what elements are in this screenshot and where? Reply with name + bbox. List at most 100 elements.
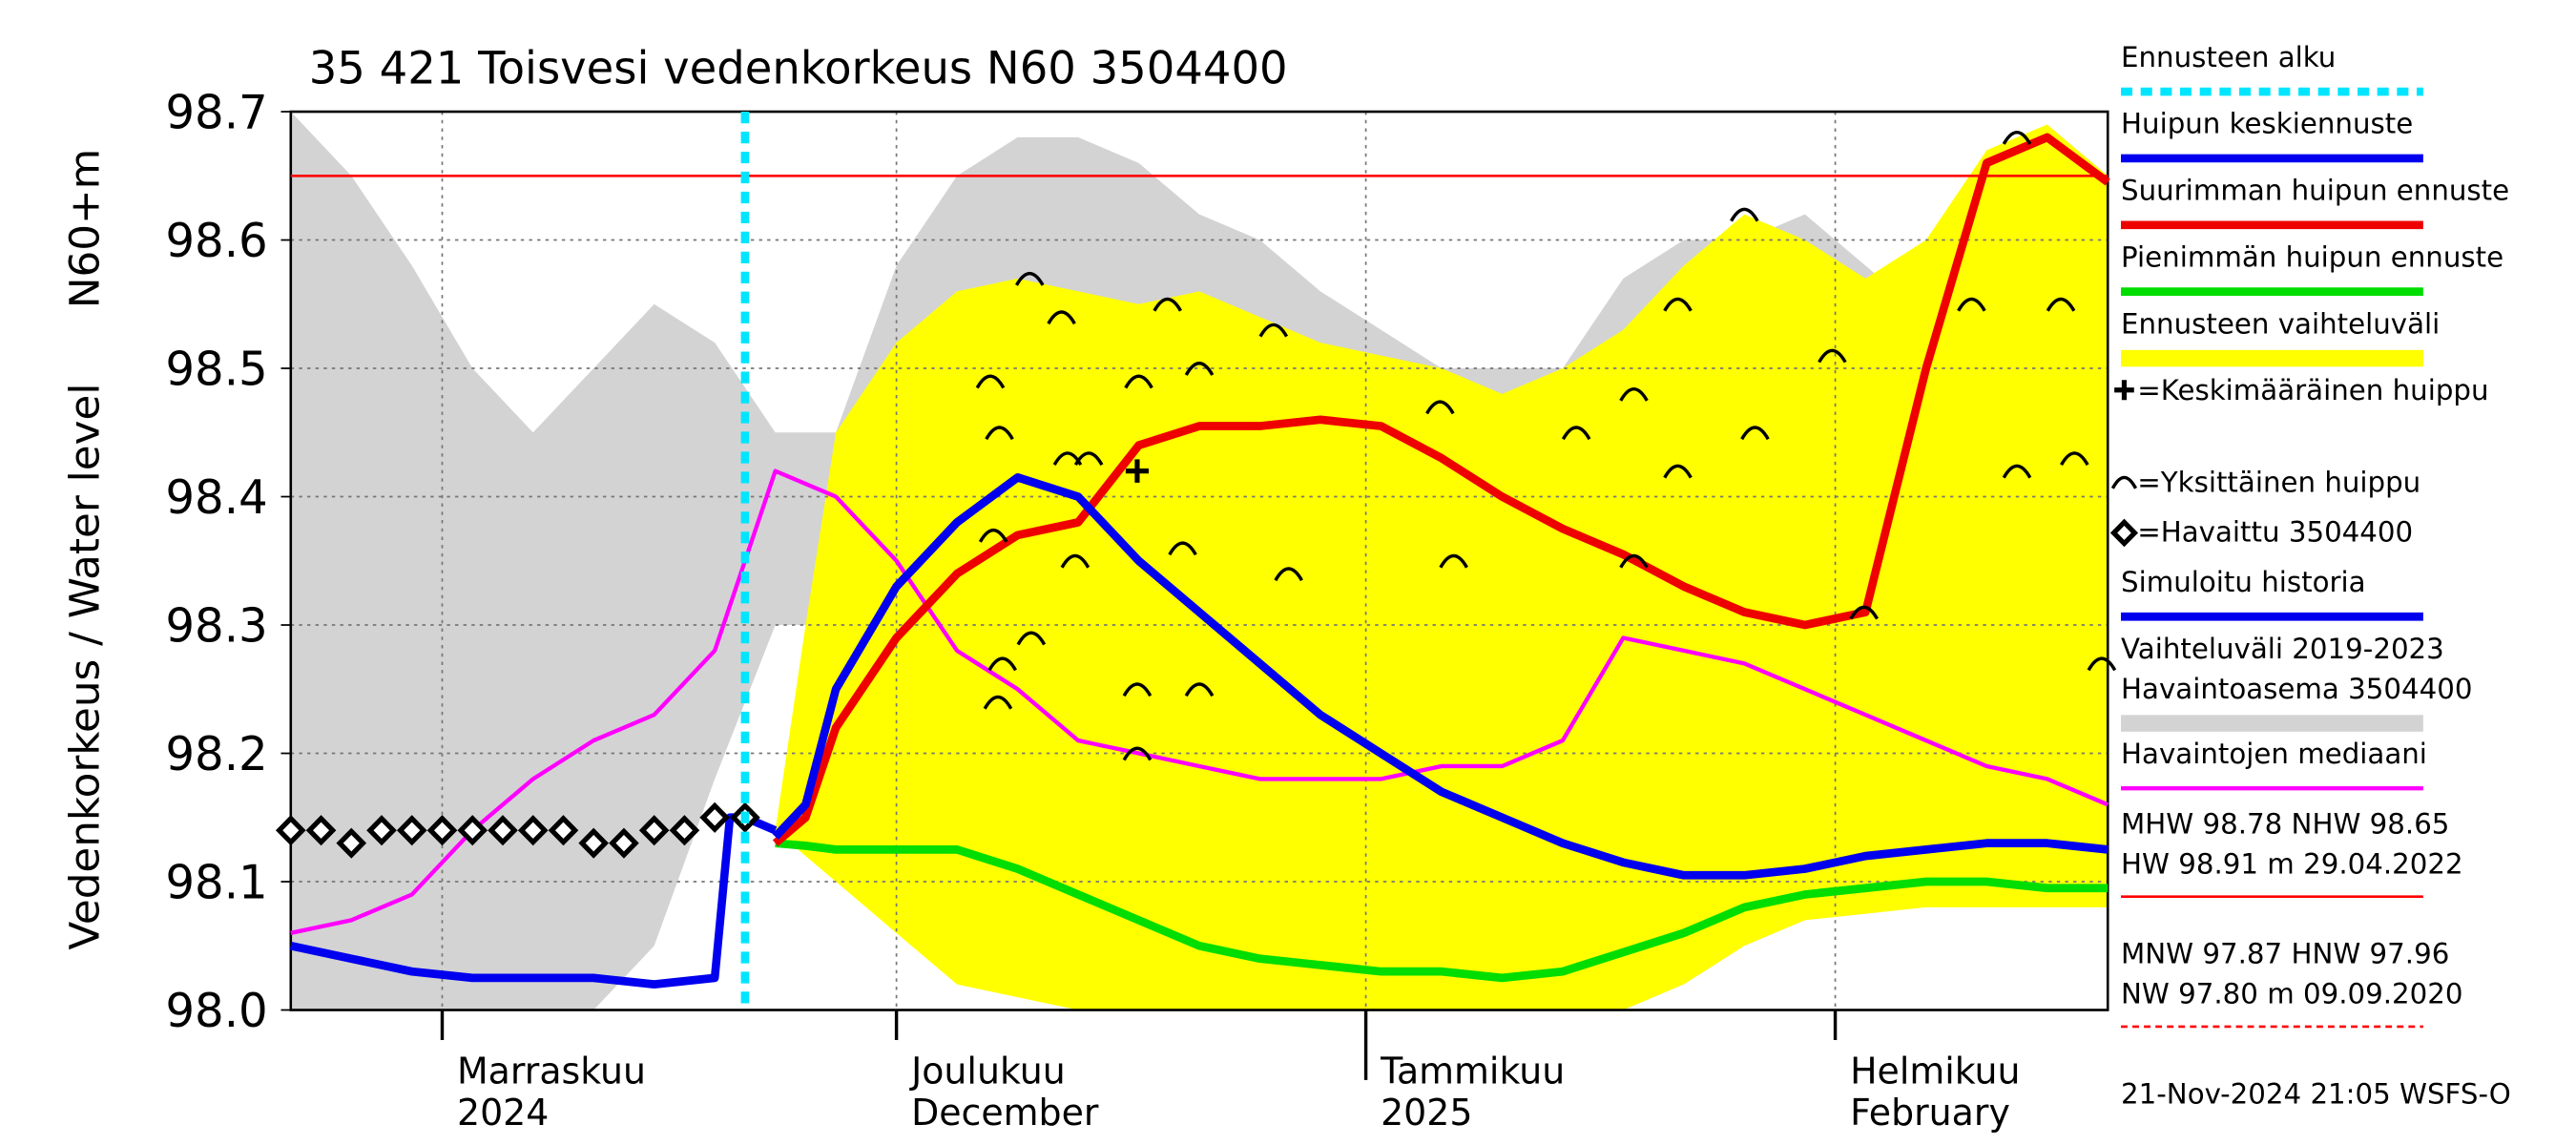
- legend-label: =Yksittäinen huippu: [2137, 466, 2420, 498]
- x-tick-label: Marraskuu: [457, 1050, 646, 1092]
- y-tick-label: 98.3: [165, 599, 267, 653]
- y-tick-label: 98.4: [165, 471, 267, 525]
- peak-marker: [983, 695, 1013, 710]
- observed-marker: [548, 815, 579, 846]
- stat-label: MHW 98.78 NHW 98.65: [2121, 807, 2449, 840]
- y-tick-label: 98.1: [165, 856, 267, 909]
- mean-peak-marker: [1125, 459, 1150, 483]
- y-tick-label: 98.2: [165, 728, 267, 781]
- observed-marker: [699, 802, 730, 833]
- peak-marker: [1124, 374, 1153, 389]
- observed-marker: [578, 827, 610, 859]
- peak-marker: [1425, 400, 1455, 415]
- x-tick-label: February: [1850, 1092, 2010, 1134]
- legend-label: Havaintoasema 3504400: [2121, 673, 2472, 705]
- peak-marker: [2087, 656, 2117, 672]
- peak-marker: [985, 426, 1014, 441]
- x-tick-label: Joulukuu: [909, 1050, 1066, 1092]
- chart-title: 35 421 Toisvesi vedenkorkeus N60 3504400: [309, 43, 1288, 94]
- legend-label: Suurimman huipun ennuste: [2121, 174, 2509, 206]
- observed-marker: [488, 815, 518, 846]
- stat-label: MNW 97.87 HNW 97.96: [2121, 937, 2449, 969]
- x-tick-label: 2024: [457, 1092, 549, 1134]
- peak-marker: [2002, 464, 2032, 479]
- series-line: [772, 133, 2110, 847]
- legend-label: Pienimmän huipun ennuste: [2121, 240, 2503, 273]
- y-tick-label: 98.0: [165, 985, 267, 1038]
- legend-symbol: [2121, 715, 2423, 732]
- series-line: [290, 468, 2109, 935]
- peak-marker: [1740, 426, 1770, 441]
- peak-marker: [1184, 682, 1215, 697]
- peak-marker: [1168, 541, 1197, 556]
- legend-label: Huipun keskiennuste: [2121, 108, 2413, 140]
- observed-marker: [396, 815, 427, 846]
- peak-marker: [1818, 348, 1847, 364]
- observed-marker: [669, 815, 700, 846]
- observed-marker: [305, 815, 337, 846]
- legend-symbol: [2110, 475, 2138, 489]
- observed-marker: [517, 815, 549, 846]
- legend-label: Ennusteen alku: [2121, 41, 2336, 73]
- stat-label: HW 98.91 m 29.04.2022: [2121, 847, 2463, 880]
- y-tick-label: 98.7: [165, 86, 267, 139]
- peak-marker: [1073, 451, 1104, 467]
- peak-marker: [1258, 323, 1289, 338]
- peak-marker: [1663, 464, 1693, 479]
- legend-label: Ennusteen vaihteluväli: [2121, 307, 2440, 340]
- peak-marker: [1014, 271, 1045, 286]
- legend-label: Vaihteluväli 2019-2023: [2121, 633, 2444, 665]
- legend-symbol: [2121, 349, 2423, 367]
- peak-marker: [1439, 553, 1468, 569]
- peak-marker: [1184, 362, 1215, 376]
- legend-label: =Keskimääräinen huippu: [2137, 374, 2488, 406]
- peak-marker: [1663, 297, 1693, 312]
- legend-label: =Havaittu 3504400: [2137, 515, 2413, 548]
- x-tick-label: Helmikuu: [1850, 1050, 2020, 1092]
- peak-marker: [2002, 130, 2032, 145]
- y-tick-label: 98.6: [165, 215, 267, 268]
- peak-marker: [1274, 567, 1303, 582]
- peak-marker: [1849, 605, 1879, 620]
- peak-marker: [978, 528, 1008, 543]
- legend-label: Havaintojen mediaani: [2121, 738, 2427, 770]
- peak-marker: [1122, 682, 1153, 697]
- peak-marker: [2060, 451, 2089, 467]
- y-axis-unit: N60+m: [62, 149, 110, 308]
- series-line: [772, 472, 2109, 880]
- y-axis-title: Vedenkorkeus / Water level: [62, 384, 110, 950]
- peak-marker: [2046, 297, 2076, 312]
- x-tick-label: 2025: [1381, 1092, 1472, 1134]
- observed-marker: [336, 827, 367, 859]
- observed-marker: [366, 815, 397, 846]
- peak-marker: [975, 374, 1006, 389]
- observed-marker: [609, 827, 639, 859]
- x-tick-label: December: [911, 1092, 1099, 1134]
- y-tick-label: 98.5: [165, 343, 267, 396]
- series-line: [775, 839, 2109, 983]
- legend-symbol: [2109, 518, 2139, 548]
- stat-label: NW 97.80 m 09.09.2020: [2121, 977, 2463, 1010]
- observed-marker: [426, 815, 458, 846]
- plot-frame: [289, 110, 2109, 1011]
- peak-marker: [987, 656, 1017, 672]
- peak-marker: [1047, 310, 1076, 325]
- observed-marker: [275, 815, 306, 846]
- legend-symbol: [2114, 380, 2134, 401]
- peak-marker: [1016, 631, 1047, 646]
- peak-marker: [1957, 297, 1986, 312]
- legend-label: Simuloitu historia: [2121, 566, 2366, 598]
- peak-marker: [1730, 207, 1759, 222]
- peak-marker: [1619, 553, 1649, 569]
- observed-marker: [457, 815, 488, 846]
- peak-marker: [1122, 746, 1153, 761]
- peak-marker: [1153, 297, 1182, 312]
- peak-marker: [1060, 553, 1091, 569]
- peak-marker: [1561, 426, 1591, 441]
- x-tick-label: Tammikuu: [1380, 1050, 1565, 1092]
- peak-marker: [1619, 386, 1649, 402]
- observed-marker: [638, 815, 670, 846]
- footer: 21-Nov-2024 21:05 WSFS-O: [2121, 1077, 2511, 1110]
